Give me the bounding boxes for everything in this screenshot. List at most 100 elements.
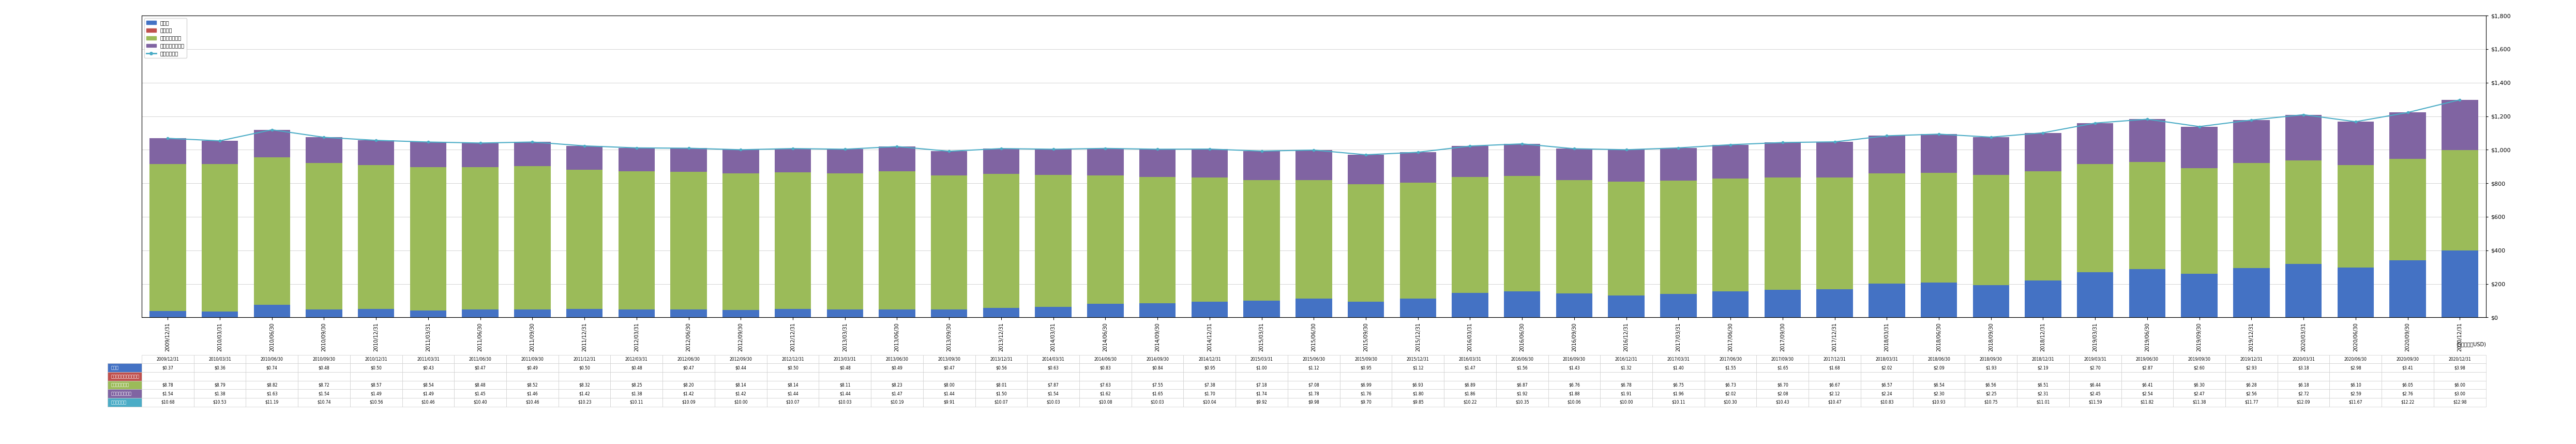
Bar xyxy=(618,309,654,317)
Bar xyxy=(1399,299,1437,317)
Bar xyxy=(307,163,343,309)
Bar xyxy=(252,305,291,317)
Bar xyxy=(1036,149,1072,175)
Bar xyxy=(567,309,603,317)
Bar xyxy=(567,146,603,170)
Bar xyxy=(2128,119,2166,162)
Bar xyxy=(775,173,811,309)
Bar xyxy=(1765,178,1801,290)
Bar xyxy=(1087,175,1123,304)
Bar xyxy=(307,309,343,317)
Bar xyxy=(461,167,500,309)
Bar xyxy=(1453,146,1489,177)
Bar xyxy=(1190,301,1229,317)
Bar xyxy=(252,130,291,157)
Bar xyxy=(1036,175,1072,307)
Bar xyxy=(2025,281,2061,317)
Bar xyxy=(721,310,760,317)
Bar xyxy=(2442,251,2478,317)
Bar xyxy=(721,174,760,310)
Bar xyxy=(618,148,654,171)
Bar xyxy=(1556,149,1592,180)
Bar xyxy=(1607,150,1643,182)
Bar xyxy=(410,167,446,310)
Bar xyxy=(2442,100,2478,150)
Bar xyxy=(2285,160,2321,264)
Bar xyxy=(2128,270,2166,317)
Bar xyxy=(2025,171,2061,281)
Bar xyxy=(2233,120,2269,163)
Bar xyxy=(930,309,969,317)
Bar xyxy=(2076,272,2112,317)
Bar xyxy=(2233,268,2269,317)
Bar xyxy=(2336,165,2375,267)
Bar xyxy=(2076,123,2112,164)
Bar xyxy=(307,137,343,163)
Bar xyxy=(1347,155,1383,184)
Bar xyxy=(201,164,237,311)
Bar xyxy=(515,142,551,166)
Bar xyxy=(515,309,551,317)
Bar xyxy=(1139,303,1175,317)
Bar xyxy=(2391,260,2427,317)
Bar xyxy=(149,311,185,317)
Bar xyxy=(1713,145,1749,178)
Bar xyxy=(515,166,551,309)
Bar xyxy=(1868,173,1906,284)
Bar xyxy=(1139,149,1175,177)
Bar xyxy=(2233,163,2269,268)
Bar xyxy=(1556,180,1592,293)
Bar xyxy=(1816,142,1852,178)
Bar xyxy=(1922,134,1958,173)
Bar xyxy=(2285,264,2321,317)
Bar xyxy=(670,148,706,172)
Bar xyxy=(2025,133,2061,171)
Bar xyxy=(1190,149,1229,178)
Bar xyxy=(1556,293,1592,317)
Bar xyxy=(1713,178,1749,291)
Bar xyxy=(2182,127,2218,168)
Text: (単位：百万USD): (単位：百万USD) xyxy=(2455,341,2486,347)
Bar xyxy=(1607,182,1643,295)
Bar xyxy=(1659,148,1698,181)
Bar xyxy=(1399,152,1437,182)
Bar xyxy=(2336,267,2375,317)
Bar xyxy=(1190,178,1229,301)
Bar xyxy=(930,175,969,309)
Bar xyxy=(878,309,914,317)
Bar xyxy=(618,171,654,309)
Bar xyxy=(2336,122,2375,165)
Bar xyxy=(1296,150,1332,180)
Bar xyxy=(930,151,969,175)
Bar xyxy=(1659,294,1698,317)
Bar xyxy=(878,147,914,171)
Bar xyxy=(2285,115,2321,160)
Bar xyxy=(827,309,863,317)
Bar xyxy=(1973,137,2009,175)
Bar xyxy=(2128,162,2166,270)
Bar xyxy=(984,174,1020,308)
Bar xyxy=(2182,168,2218,274)
Bar xyxy=(1504,176,1540,291)
Bar xyxy=(2391,159,2427,260)
Bar xyxy=(1607,295,1643,317)
Bar xyxy=(2391,112,2427,159)
Bar xyxy=(461,309,500,317)
Bar xyxy=(827,173,863,309)
Bar xyxy=(149,138,185,164)
Bar xyxy=(2442,150,2478,251)
Bar xyxy=(149,164,185,311)
Bar xyxy=(775,309,811,317)
Bar xyxy=(1244,301,1280,317)
Bar xyxy=(461,143,500,167)
Bar xyxy=(358,165,394,309)
Bar xyxy=(252,157,291,305)
Bar xyxy=(410,310,446,317)
Bar xyxy=(984,308,1020,317)
Bar xyxy=(1868,136,1906,173)
Bar xyxy=(358,309,394,317)
Legend: 買掛金, 繰延収益, 短期有利子負債, その他の流動負債, 流動負債合計: 買掛金, 繰延収益, 短期有利子負債, その他の流動負債, 流動負債合計 xyxy=(144,18,185,58)
Bar xyxy=(201,141,237,164)
Bar xyxy=(1087,304,1123,317)
Bar xyxy=(1036,307,1072,317)
